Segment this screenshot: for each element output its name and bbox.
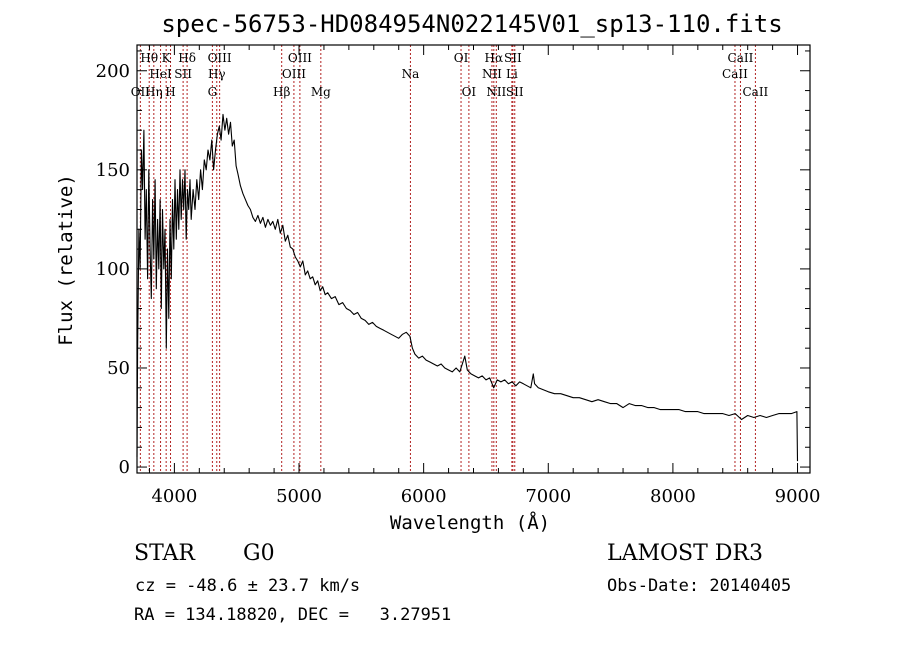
object-subclass: G0 — [243, 541, 275, 566]
line-marker-label-5: H — [165, 85, 175, 99]
line-marker-label-16: OI — [454, 51, 469, 65]
line-marker-label-13: OIII — [282, 67, 306, 81]
y-tick-label-150: 150 — [96, 160, 130, 181]
line-marker-label-18: Hα — [485, 51, 504, 65]
object-class: STAR — [134, 541, 196, 566]
y-tick-label-50: 50 — [107, 358, 130, 379]
line-marker-label-23: SII — [506, 85, 524, 99]
x-axis-ticks: 4000 5000 6000 7000 8000 9000 — [148, 45, 821, 507]
plot-frame — [136, 44, 811, 474]
line-marker-label-3: HeI — [149, 67, 172, 81]
x-tick-label-4000: 4000 — [151, 486, 197, 507]
x-axis-label: Wavelength (Å) — [390, 511, 550, 534]
line-marker-label-0: Hθ — [140, 51, 158, 65]
spectrum-line — [136, 113, 799, 462]
line-marker-label-6: SII — [174, 67, 192, 81]
line-marker-label-9: Hγ — [208, 67, 226, 81]
survey-name: LAMOST DR3 — [607, 541, 763, 566]
line-marker-label-19: NII — [482, 67, 502, 81]
line-marker-label-1: OII — [131, 85, 151, 99]
line-markers — [139, 45, 756, 473]
line-marker-label-14: Mg — [311, 85, 331, 99]
line-marker-label-26: CaII — [742, 85, 768, 99]
x-tick-label-6000: 6000 — [401, 486, 447, 507]
line-marker-label-24: CaII — [728, 51, 754, 65]
line-marker-label-25: CaII — [722, 67, 748, 81]
y-axis-label: Flux (relative) — [55, 174, 77, 346]
line-marker-label-12: OIII — [288, 51, 312, 65]
x-tick-label-8000: 8000 — [650, 486, 696, 507]
line-marker-label-4: K — [162, 51, 172, 65]
y-tick-label-0: 0 — [119, 457, 130, 478]
line-marker-label-22: Li — [506, 67, 518, 81]
x-tick-label-9000: 9000 — [775, 486, 821, 507]
ra-dec: RA = 134.18820, DEC = 3.27951 — [134, 605, 451, 625]
y-tick-label-100: 100 — [96, 259, 130, 280]
redshift-cz: cz = -48.6 ± 23.7 km/s — [135, 576, 360, 596]
line-marker-label-17: OI — [462, 85, 477, 99]
line-marker-label-21: SII — [504, 51, 522, 65]
line-marker-label-8: OIII — [208, 51, 232, 65]
x-tick-label-5000: 5000 — [276, 486, 322, 507]
y-axis-ticks: 0 50 100 150 200 — [96, 50, 810, 478]
line-marker-label-15: Na — [402, 67, 420, 81]
y-tick-label-200: 200 — [96, 61, 130, 82]
line-marker-label-20: NII — [486, 85, 506, 99]
line-marker-label-2: Hη — [145, 85, 163, 99]
line-marker-label-7: Hδ — [178, 51, 196, 65]
x-tick-label-7000: 7000 — [525, 486, 571, 507]
chart-title: spec-56753-HD084954N022145V01_sp13-110.f… — [161, 10, 782, 38]
line-marker-label-10: G — [208, 85, 218, 99]
observation-date: Obs-Date: 20140405 — [607, 576, 791, 596]
line-marker-label-11: Hβ — [273, 85, 290, 99]
